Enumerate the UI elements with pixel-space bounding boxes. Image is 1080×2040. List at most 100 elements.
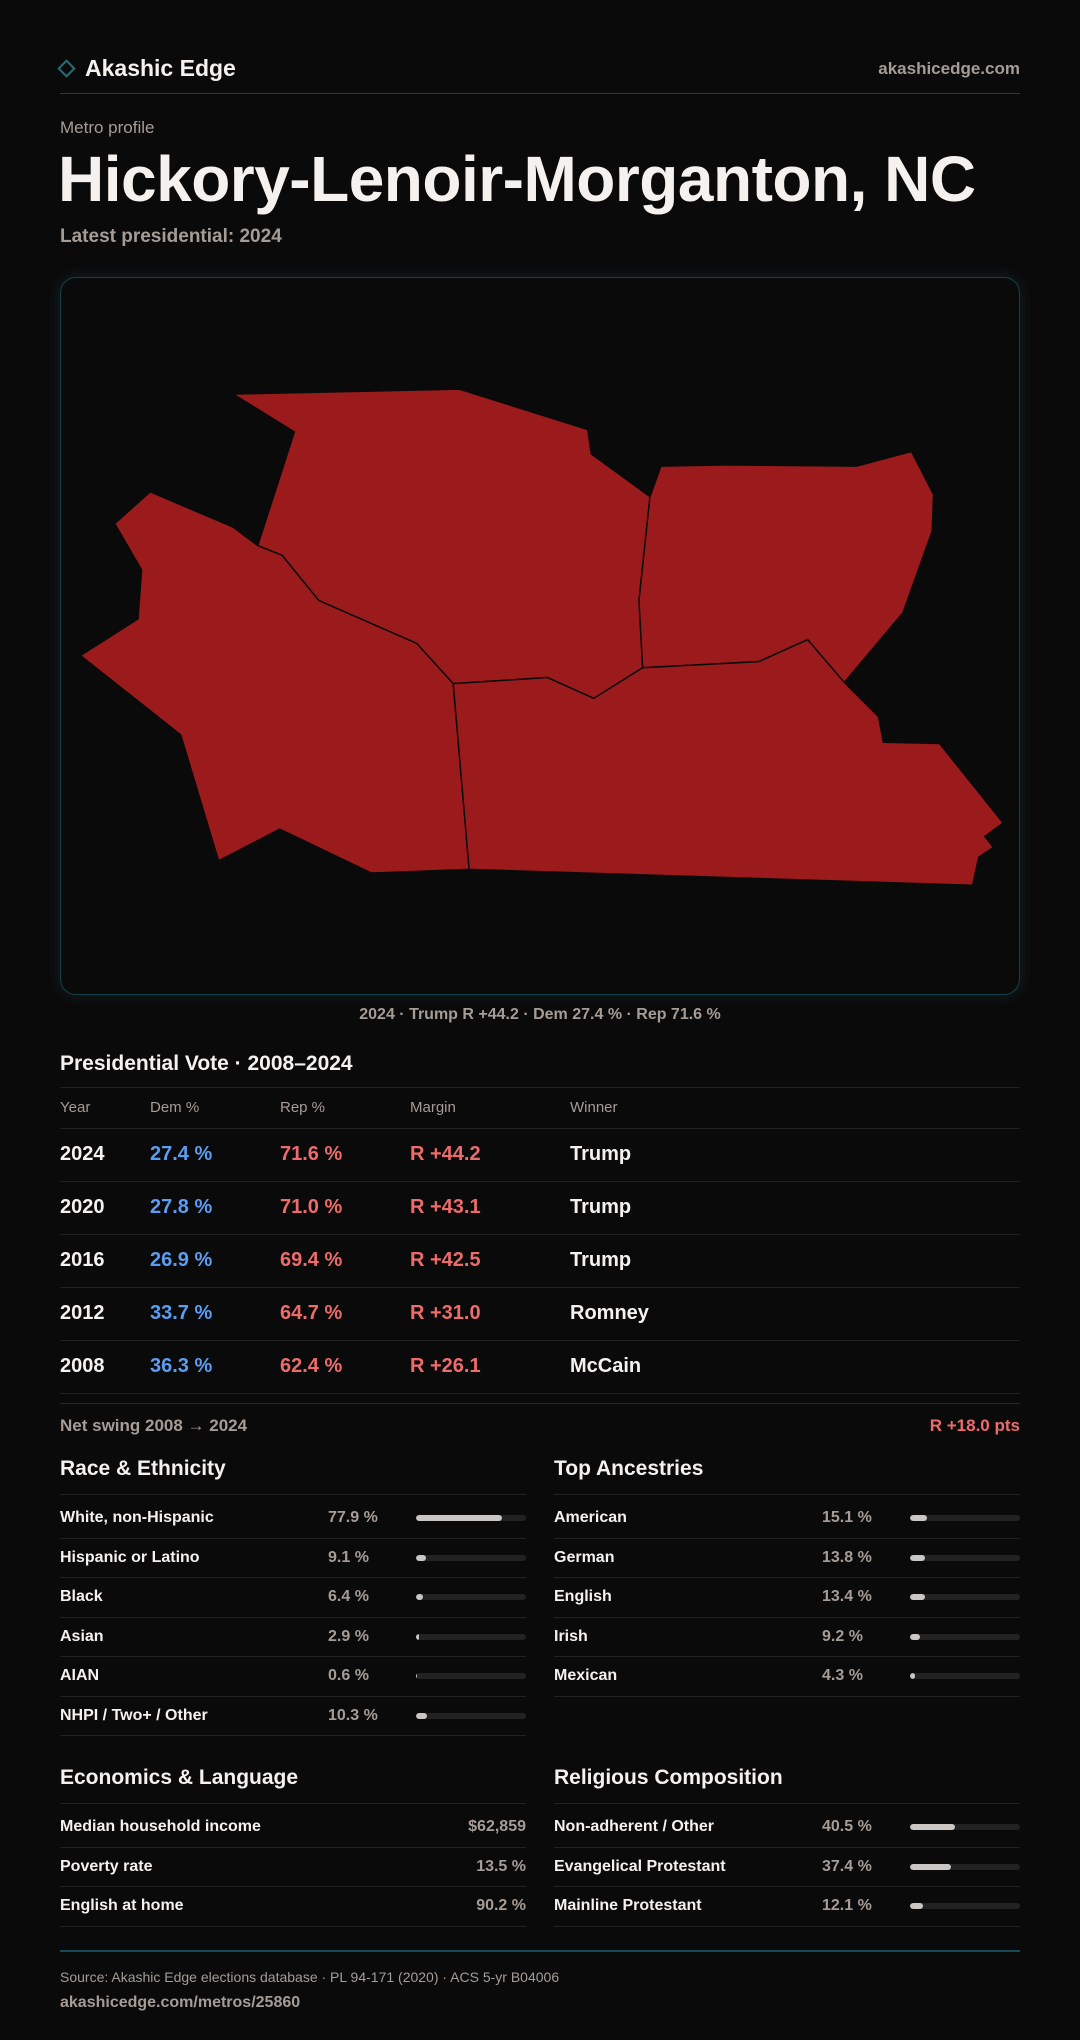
brand-logo[interactable]: Akashic Edge bbox=[57, 55, 236, 82]
diamond-icon bbox=[57, 59, 76, 78]
bar-track bbox=[416, 1594, 526, 1601]
map-caption: 2024 · Trump R +44.2 · Dem 27.4 % · Rep … bbox=[359, 1006, 721, 1023]
county-alexander[interactable] bbox=[638, 450, 935, 684]
bar-fill bbox=[416, 1712, 428, 1719]
cell-margin: R +43.1 bbox=[410, 1181, 570, 1235]
cell-dem: 27.4 % bbox=[150, 1128, 280, 1182]
list-item: German 13.8 % bbox=[554, 1539, 1020, 1578]
item-value: 13.4 % bbox=[822, 1588, 872, 1606]
list-item: AIAN 0.6 % bbox=[60, 1657, 526, 1697]
item-label: Irish bbox=[554, 1627, 588, 1645]
bar-fill bbox=[910, 1863, 952, 1870]
item-value: 4.3 % bbox=[822, 1667, 863, 1685]
cell-year: 2016 bbox=[60, 1234, 150, 1288]
presidential-section: Presidential Vote · 2008–2024 Year Dem %… bbox=[60, 1050, 1020, 1394]
item-label: English at home bbox=[60, 1897, 184, 1915]
item-value: 10.3 % bbox=[328, 1706, 378, 1724]
item-label: Mexican bbox=[554, 1667, 618, 1685]
item-value: 2.9 % bbox=[328, 1627, 369, 1645]
religion-section: Religious Composition Non-adherent / Oth… bbox=[554, 1766, 1020, 1927]
item-label: English bbox=[554, 1588, 612, 1606]
col-year: Year bbox=[60, 1088, 150, 1129]
cell-year: 2024 bbox=[60, 1128, 150, 1182]
item-value: 40.5 % bbox=[822, 1818, 872, 1836]
table-row: 2024 27.4 % 71.6 % R +44.2 Trump bbox=[60, 1128, 1020, 1182]
list-item: Asian 2.9 % bbox=[60, 1618, 526, 1657]
bar-fill bbox=[416, 1594, 424, 1601]
bar-track bbox=[910, 1633, 1020, 1640]
county-catawba[interactable] bbox=[452, 638, 1005, 887]
section-title: Race & Ethnicity bbox=[60, 1457, 526, 1495]
item-value: 9.1 % bbox=[328, 1548, 369, 1566]
net-swing: Net swing 2008 → 2024 R +18.0 pts bbox=[60, 1403, 1020, 1447]
bar-track bbox=[910, 1594, 1020, 1601]
cell-margin: R +31.0 bbox=[410, 1287, 570, 1341]
list-item: American 15.1 % bbox=[554, 1499, 1020, 1539]
item-value: 13.8 % bbox=[822, 1548, 872, 1566]
item-value: 15.1 % bbox=[822, 1509, 872, 1527]
site-link[interactable]: akashicedge.com bbox=[878, 58, 1020, 78]
bar-fill bbox=[910, 1515, 927, 1522]
list-item: Mexican 4.3 % bbox=[554, 1657, 1020, 1697]
item-value: 90.2 % bbox=[476, 1897, 526, 1915]
item-value: 37.4 % bbox=[822, 1857, 872, 1875]
list-item: Non-adherent / Other 40.5 % bbox=[554, 1808, 1020, 1848]
bar-fill bbox=[910, 1594, 925, 1601]
bar-track bbox=[416, 1673, 526, 1680]
bar-track bbox=[910, 1673, 1020, 1680]
item-label: Poverty rate bbox=[60, 1857, 153, 1875]
item-label: Evangelical Protestant bbox=[554, 1857, 726, 1875]
presidential-table: Year Dem % Rep % Margin Winner 2024 27.4 … bbox=[60, 1088, 1020, 1394]
cell-year: 2012 bbox=[60, 1287, 150, 1341]
cell-year: 2020 bbox=[60, 1181, 150, 1235]
item-label: Non-adherent / Other bbox=[554, 1818, 715, 1836]
footer: Source: Akashic Edge elections database … bbox=[60, 1950, 1020, 2016]
item-label: Hispanic or Latino bbox=[60, 1548, 200, 1566]
bar-fill bbox=[910, 1633, 921, 1640]
col-winner: Winner bbox=[570, 1088, 1020, 1129]
cell-winner: Trump bbox=[570, 1234, 1020, 1288]
section-title: Economics & Language bbox=[60, 1766, 526, 1804]
bar-fill bbox=[416, 1633, 420, 1640]
item-label: Asian bbox=[60, 1627, 104, 1645]
cell-dem: 36.3 % bbox=[150, 1340, 280, 1394]
bar-track bbox=[416, 1554, 526, 1561]
bar-track bbox=[416, 1633, 526, 1640]
item-label: White, non-Hispanic bbox=[60, 1509, 214, 1527]
bar-track bbox=[910, 1554, 1020, 1561]
item-label: Mainline Protestant bbox=[554, 1897, 702, 1915]
county-burke[interactable] bbox=[79, 490, 470, 874]
cell-winner: McCain bbox=[570, 1340, 1020, 1394]
bar-fill bbox=[910, 1673, 915, 1680]
item-label: Black bbox=[60, 1588, 103, 1606]
item-value: $62,859 bbox=[468, 1818, 526, 1836]
list-item: Black 6.4 % bbox=[60, 1578, 526, 1618]
bar-fill bbox=[416, 1673, 417, 1680]
cell-year: 2008 bbox=[60, 1340, 150, 1394]
section-title: Religious Composition bbox=[554, 1766, 1020, 1804]
page-title: Hickory-Lenoir-Morganton, NC bbox=[58, 143, 976, 215]
cell-winner: Romney bbox=[570, 1287, 1020, 1341]
cell-margin: R +26.1 bbox=[410, 1340, 570, 1394]
item-label: German bbox=[554, 1548, 615, 1566]
site-header: Akashic Edge akashicedge.com bbox=[57, 44, 1020, 94]
page-subtitle: Latest presidential: 2024 bbox=[60, 226, 282, 247]
cell-margin: R +44.2 bbox=[410, 1128, 570, 1182]
item-value: 9.2 % bbox=[822, 1627, 863, 1645]
swing-label: Net swing 2008 → 2024 bbox=[60, 1415, 248, 1435]
item-value: 6.4 % bbox=[328, 1588, 369, 1606]
section-title: Top Ancestries bbox=[554, 1457, 1020, 1495]
cell-rep: 69.4 % bbox=[280, 1234, 410, 1288]
list-item: Mainline Protestant 12.1 % bbox=[554, 1887, 1020, 1927]
item-value: 12.1 % bbox=[822, 1897, 872, 1915]
item-label: NHPI / Two+ / Other bbox=[60, 1706, 208, 1724]
cell-winner: Trump bbox=[570, 1128, 1020, 1182]
permalink[interactable]: akashicedge.com/metros/25860 bbox=[60, 1994, 301, 2011]
item-value: 77.9 % bbox=[328, 1509, 378, 1527]
list-item: Hispanic or Latino 9.1 % bbox=[60, 1539, 526, 1578]
cell-rep: 64.7 % bbox=[280, 1287, 410, 1341]
table-row: 2012 33.7 % 64.7 % R +31.0 Romney bbox=[60, 1287, 1020, 1341]
race-section: Race & Ethnicity White, non-Hispanic 77.9… bbox=[60, 1457, 526, 1736]
page-kicker: Metro profile bbox=[60, 118, 155, 137]
list-item: NHPI / Two+ / Other 10.3 % bbox=[60, 1697, 526, 1736]
